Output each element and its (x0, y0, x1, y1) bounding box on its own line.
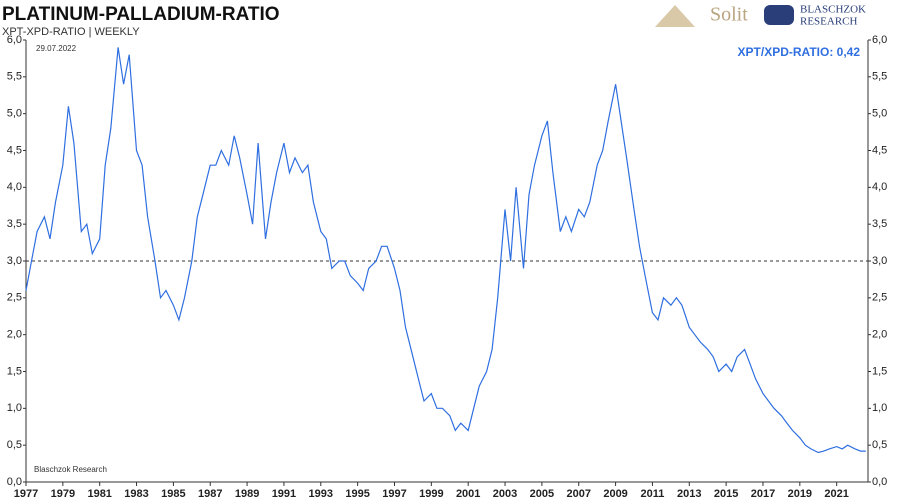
date: 29.07.2022 (36, 44, 77, 53)
y-tick-label: 3,0 (7, 255, 22, 267)
y-tick-label: 2,0 (872, 329, 887, 341)
y-tick-label: 4,5 (7, 144, 22, 156)
y-tick-label: 5,0 (872, 108, 887, 120)
y-tick-label: 4,5 (872, 144, 887, 156)
logo-research: RESEARCH (800, 16, 858, 28)
source: Blaschzok Research (34, 465, 107, 474)
x-tick-label: 2001 (456, 488, 480, 500)
x-tick-label: 2007 (566, 488, 590, 500)
x-tick-label: 1991 (272, 488, 296, 500)
x-tick-label: 1999 (419, 488, 443, 500)
x-tick-label: 1989 (235, 488, 259, 500)
y-tick-label: 2,0 (7, 329, 22, 341)
x-tick-label: 1979 (51, 488, 75, 500)
y-tick-label: 6,0 (872, 34, 887, 46)
x-tick-label: 2011 (640, 488, 664, 500)
y-tick-label: 5,5 (872, 71, 887, 83)
x-tick-label: 2019 (788, 488, 812, 500)
logo-blaschzok: BLASCHZOK (800, 4, 866, 16)
y-tick-label: 4,0 (872, 181, 887, 193)
x-tick-label: 1997 (382, 488, 406, 500)
x-tick-label: 1995 (345, 488, 369, 500)
x-tick-label: 2017 (751, 488, 775, 500)
logo-solit: Solit (710, 4, 748, 26)
y-tick-label: 1,0 (7, 402, 22, 414)
y-tick-label: 3,5 (7, 218, 22, 230)
logo-icon (655, 5, 695, 27)
y-tick-label: 3,5 (872, 218, 887, 230)
y-tick-label: 3,0 (872, 255, 887, 267)
x-tick-label: 1985 (161, 488, 185, 500)
ratio-line (25, 47, 866, 454)
y-tick-label: 6,0 (7, 34, 22, 46)
x-tick-label: 2009 (603, 488, 627, 500)
y-tick-label: 2,5 (7, 292, 22, 304)
y-tick-label: 4,0 (7, 181, 22, 193)
y-tick-label: 0,0 (7, 476, 22, 488)
annotation: XPT/XPD-RATIO: 0,42 (738, 45, 861, 59)
logo-icon (764, 5, 794, 25)
x-tick-label: 2021 (824, 488, 848, 500)
y-tick-label: 0,5 (7, 439, 22, 451)
y-tick-label: 1,5 (872, 365, 887, 377)
x-tick-label: 2015 (714, 488, 738, 500)
x-tick-label: 2003 (493, 488, 517, 500)
x-tick-label: 1977 (14, 488, 38, 500)
y-tick-label: 2,5 (872, 292, 887, 304)
y-tick-label: 1,0 (872, 402, 887, 414)
chart-subtitle: XPT-XPD-RATIO | WEEKLY (2, 26, 140, 38)
chart-title: PLATINUM-PALLADIUM-RATIO (2, 4, 280, 25)
y-tick-label: 0,5 (872, 439, 887, 451)
x-tick-label: 2005 (530, 488, 554, 500)
x-tick-label: 1983 (124, 488, 148, 500)
x-tick-label: 2013 (677, 488, 701, 500)
y-tick-label: 5,0 (7, 108, 22, 120)
x-tick-label: 1981 (87, 488, 111, 500)
x-tick-label: 1993 (309, 488, 333, 500)
y-tick-label: 5,5 (7, 71, 22, 83)
y-tick-label: 0,0 (872, 476, 887, 488)
y-tick-label: 1,5 (7, 365, 22, 377)
x-tick-label: 1987 (198, 488, 222, 500)
